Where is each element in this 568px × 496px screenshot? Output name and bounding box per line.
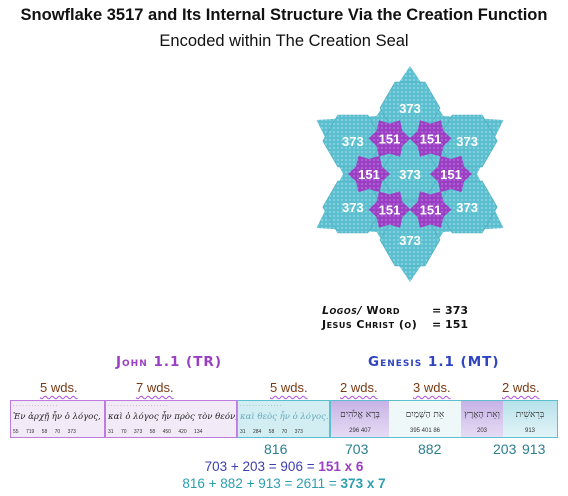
genesis-total-4: 703 [345,441,369,457]
outer-label-3: 373 [456,200,478,215]
legend: Logos/ Word = 373 Jesus Christ (o) = 151 [322,304,468,332]
john-strip-b: · · · · · · · · · · · · · · · · · · · · … [105,400,237,438]
hexagon-labels: 373 373 373 373 373 373 373 151 151 151 151 151 151 [342,101,478,248]
genesis-wds-a: 2 wds. [340,380,378,395]
snowflake-diagram: 373 373 373 373 373 373 373 151 151 151 151 151 151 [316,66,504,282]
john-heading: John 1.1 (TR) [116,354,222,370]
legend-logos-value: = 373 [432,304,469,317]
outer-label-6: 373 [342,134,364,149]
inner-label-4: 151 [358,167,380,182]
inner-hexagon-2 [409,191,452,228]
outer-hexagons [316,66,504,282]
inner-hexagon-0 [409,120,452,157]
john-greek-c: καὶ θεὸς ἦν ὁ λόγος. [240,412,329,422]
john-wds-b: 7 wds. [136,380,174,395]
genesis-heb-1: בְּרֵאשִׁית [515,410,545,420]
genesis-wds-c: 2 wds. [502,380,540,395]
genesis-cell-2: וְאֵת הָאָרֶץ 203 [461,401,503,437]
genesis-cell-4: בָּרָא אֱלֹהִים 296 407 [331,401,389,437]
equation-1-text: 703 + 203 = 906 = [204,459,319,474]
john-greek-b: καὶ ὁ λόγος ἦν πρὸς τὸν θεόν, [108,412,237,422]
outer-label-0: 373 [399,167,421,182]
genesis-total-2: 203 [493,441,517,457]
outer-label-5: 373 [342,200,364,215]
genesis-nums-2: 203 [476,428,487,434]
inner-label-2: 151 [420,203,442,218]
inner-hexagons [348,120,472,228]
genesis-heb-2: וְאֵת הָאָרֶץ [464,410,500,420]
page-title: Snowflake 3517 and Its Internal Structur… [20,6,548,24]
equation-2: 816 + 882 + 913 = 2611 = 373 x 7 [0,476,568,491]
john-nums-b: 31 70 373 58 450 420 134 [108,429,203,435]
john-strip-c: · · · · · · · · · · · · · · καὶ θεὸς ἦν … [237,400,330,438]
legend-row-logos: Logos/ Word = 373 [322,304,468,318]
outer-label-4: 373 [399,233,421,248]
genesis-nums-4: 296 407 [349,428,371,434]
legend-jesus-label: Jesus Christ (o) [322,318,418,331]
genesis-heb-4: בָּרָא אֱלֹהִים [340,410,380,420]
john-strip-a: · · · · · · · · · · · · · · · Ἐν ἀρχῇ ἦν… [10,400,105,438]
inner-hexagon-1 [430,155,472,193]
inner-label-3: 151 [379,203,401,218]
equation-1-result: 151 x 6 [318,459,364,474]
genesis-total-3: 882 [418,441,442,457]
genesis-cell-1: בְּרֵאשִׁית 913 [503,401,557,437]
genesis-heading: Genesis 1.1 (MT) [368,354,500,370]
john-total-c: 816 [264,441,288,457]
page-subtitle: Encoded within The Creation Seal [159,32,409,50]
genesis-nums-3: 395 401 86 [409,428,441,434]
outer-label-1: 373 [399,101,421,116]
genesis-cell-3: אֵת הַשָּׁמַיִם 395 401 86 [389,401,461,437]
inner-hexagon-4 [348,155,390,193]
legend-row-jesus: Jesus Christ (o) = 151 [322,318,468,332]
equation-2-text: 816 + 882 + 913 = 2611 = [182,476,341,491]
outer-label-2: 373 [456,134,478,149]
genesis-heb-3: אֵת הַשָּׁמַיִם [405,410,445,420]
legend-logos-word: Word [366,304,401,317]
genesis-nums-1: 913 [524,428,535,434]
genesis-wds-b: 3 wds. [413,380,451,395]
inner-label-0: 151 [420,131,442,146]
john-nums-a: 55 719 58 70 373 [13,429,76,435]
john-nums-c: 31 284 58 70 373 [240,429,303,435]
inner-label-1: 151 [440,167,462,182]
genesis-total-1: 913 [522,441,546,457]
john-wds-c: 5 wds. [270,380,308,395]
genesis-strip: בָּרָא אֱלֹהִים 296 407 אֵת הַשָּׁמַיִם … [330,400,558,438]
john-wds-a: 5 wds. [40,380,78,395]
equation-1: 703 + 203 = 906 = 151 x 6 [0,459,568,474]
inner-hexagon-5 [368,120,411,157]
legend-logos-prefix: Logos/ [322,304,362,317]
legend-jesus-value: = 151 [432,318,469,331]
equation-2-result: 373 x 7 [340,476,386,491]
inner-hexagon-3 [368,191,411,228]
john-greek-a: Ἐν ἀρχῇ ἦν ὁ λόγος, [13,412,101,422]
inner-label-5: 151 [379,131,401,146]
